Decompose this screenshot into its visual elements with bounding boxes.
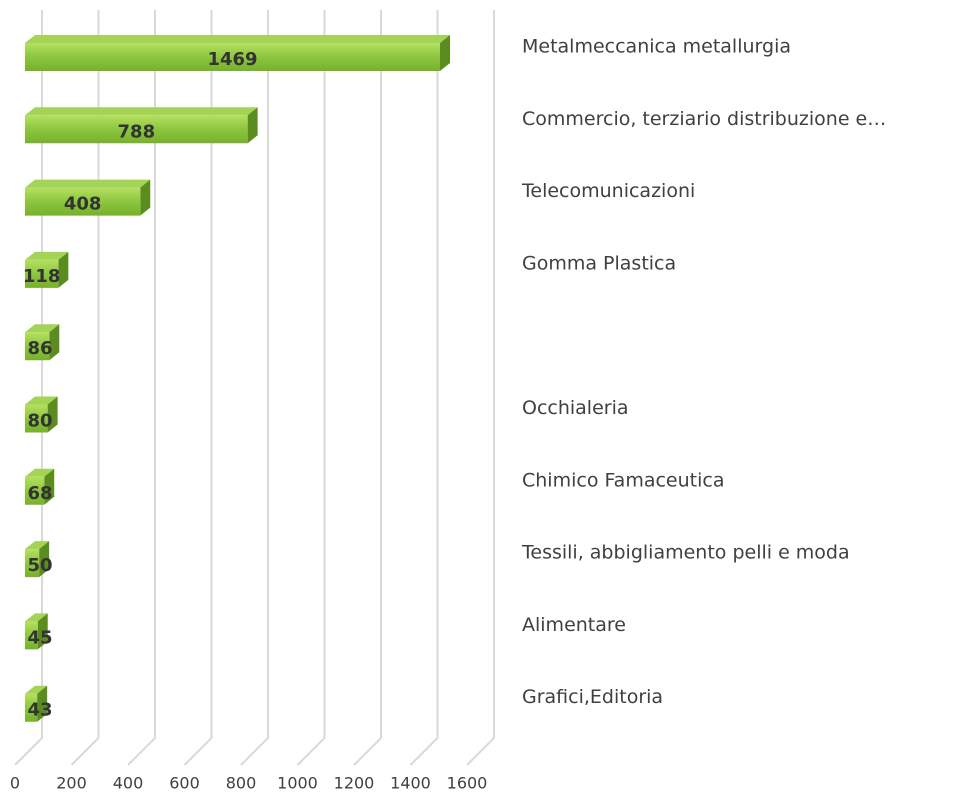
x-tick-label: 600 xyxy=(169,774,200,793)
x-tick-label: 1200 xyxy=(334,774,375,793)
grid-line xyxy=(409,10,439,766)
bar xyxy=(25,396,58,433)
bar-face xyxy=(25,468,55,477)
bar-face xyxy=(25,324,60,333)
x-tick-label: 0 xyxy=(10,774,20,793)
data-label: 43 xyxy=(27,700,52,721)
grid-line xyxy=(466,10,495,766)
grid-line xyxy=(353,10,382,766)
bar-face xyxy=(44,468,55,505)
grid-line xyxy=(70,10,100,766)
bar-face xyxy=(25,259,59,288)
bar-face xyxy=(25,621,38,650)
data-label: 1469 xyxy=(207,49,257,70)
data-label: 86 xyxy=(27,338,52,359)
bar xyxy=(25,107,258,144)
data-label: 408 xyxy=(64,194,102,215)
bar-face xyxy=(25,396,58,405)
grid-line xyxy=(183,10,213,766)
bar-face xyxy=(47,396,58,433)
bar-face xyxy=(58,251,69,288)
grid-line xyxy=(240,10,269,766)
category-label: Grafici,Editoria xyxy=(522,686,663,708)
bar-face xyxy=(140,179,151,216)
data-label: 80 xyxy=(27,411,52,432)
category-label: Alimentare xyxy=(522,614,626,636)
bar-face xyxy=(25,179,151,188)
bar-face xyxy=(37,685,48,722)
bar-face xyxy=(25,693,38,722)
grid-line xyxy=(296,10,326,766)
data-label: 68 xyxy=(27,483,52,504)
data-label: 788 xyxy=(118,121,156,142)
bar-face xyxy=(25,549,40,578)
bar xyxy=(25,35,450,71)
category-label: Chimico Famaceutica xyxy=(522,469,724,491)
bar-face xyxy=(25,685,48,694)
bar-face xyxy=(25,404,48,433)
bar-face xyxy=(25,541,50,550)
bar-face xyxy=(25,476,45,505)
bar-face xyxy=(247,107,258,144)
bar xyxy=(25,324,60,361)
bar-face xyxy=(39,541,50,578)
bar-face xyxy=(25,35,450,43)
bar-face xyxy=(25,332,50,361)
grid-line xyxy=(127,10,156,766)
bar-face xyxy=(37,613,48,650)
category-label: Commercio, terziario distribuzione e… xyxy=(522,108,886,130)
x-tick-label: 200 xyxy=(56,774,87,793)
bar xyxy=(25,541,50,578)
bar-face xyxy=(25,43,440,71)
data-label: 118 xyxy=(23,266,61,287)
category-label: Gomma Plastica xyxy=(522,252,676,274)
x-tick-label: 400 xyxy=(113,774,144,793)
bar xyxy=(25,468,55,505)
bar-face xyxy=(25,107,258,116)
bar-face xyxy=(49,324,60,361)
bar-face xyxy=(439,35,450,71)
x-tick-label: 1600 xyxy=(447,774,488,793)
data-label: 50 xyxy=(27,555,52,576)
x-tick-label: 800 xyxy=(226,774,257,793)
category-label: Tessili, abbigliamento pelli e moda xyxy=(521,542,850,564)
x-tick-label: 1400 xyxy=(390,774,431,793)
category-label: Telecomunicazioni xyxy=(521,180,695,202)
x-tick-label: 1000 xyxy=(277,774,318,793)
bar xyxy=(25,251,69,288)
bar-face xyxy=(25,187,141,216)
bar xyxy=(25,613,48,650)
category-label: Metalmeccanica metallurgia xyxy=(522,36,791,58)
bar-face xyxy=(25,613,48,622)
bar xyxy=(25,685,48,722)
bar xyxy=(25,179,151,216)
bar-face xyxy=(25,115,248,144)
data-label: 45 xyxy=(27,627,52,648)
bar-face xyxy=(25,251,69,260)
category-label: Occhialeria xyxy=(522,397,629,419)
